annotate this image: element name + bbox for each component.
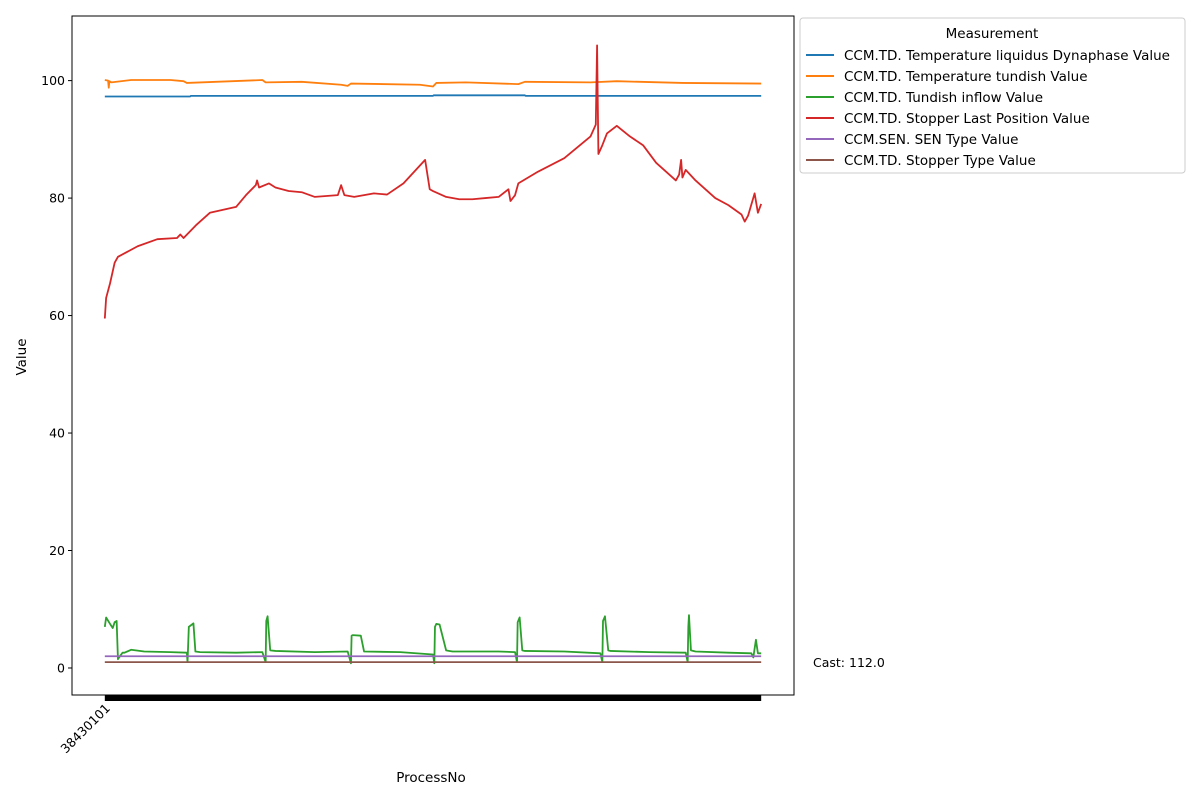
y-tick-label-40: 40 [49, 426, 65, 441]
series-layer [103, 44, 763, 665]
y-tick-label-20: 20 [49, 543, 65, 558]
x-tick-rug-band [104, 695, 762, 701]
y-tick-label-0: 0 [57, 660, 65, 675]
legend-label-5: CCM.SEN. SEN Type Value [844, 132, 1018, 148]
x-tick-rug [104, 695, 762, 701]
legend-label-6: CCM.TD. Stopper Type Value [844, 153, 1036, 169]
legend-label-2: CCM.TD. Temperature tundish Value [844, 69, 1088, 85]
series-line-3 [103, 614, 762, 665]
legend-title: Measurement [946, 26, 1039, 42]
legend-label-1: CCM.TD. Temperature liquidus Dynaphase V… [844, 48, 1170, 64]
y-axis-label: Value [14, 338, 30, 375]
axes-frame [71, 15, 795, 696]
series-line-4 [103, 44, 763, 319]
cast-annotation: Cast: 112.0 [813, 655, 885, 670]
legend-label-4: CCM.TD. Stopper Last Position Value [844, 111, 1090, 127]
y-tick-label-100: 100 [41, 73, 65, 88]
legend: Measurement CCM.TD. Temperature liquidus… [799, 17, 1186, 174]
y-tick-label-80: 80 [49, 191, 65, 206]
legend-frame [799, 17, 1186, 174]
series-line-2 [104, 79, 762, 89]
legend-label-3: CCM.TD. Tundish inflow Value [844, 90, 1043, 106]
series-line-1 [104, 94, 762, 98]
x-axis-label: ProcessNo [396, 770, 466, 786]
legend-entries: CCM.TD. Temperature liquidus Dynaphase V… [806, 48, 1170, 169]
y-tick-label-60: 60 [49, 308, 65, 323]
